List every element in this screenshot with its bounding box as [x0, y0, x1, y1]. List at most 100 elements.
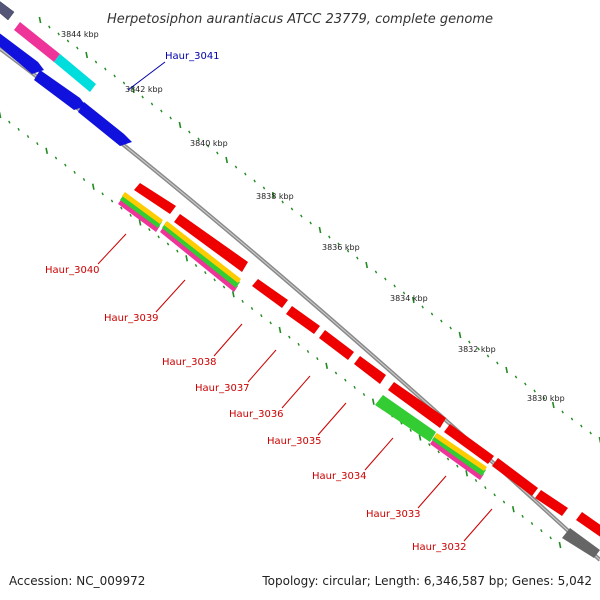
major-tick	[38, 16, 42, 24]
major-tick	[511, 506, 515, 513]
gene-arrow	[388, 382, 446, 428]
minor-tick	[306, 349, 310, 354]
gene-label[interactable]: Haur_3034	[312, 471, 367, 482]
major-tick	[178, 121, 182, 129]
minor-tick	[262, 186, 266, 190]
major-tick	[325, 362, 329, 369]
kbp-label: 3838 kbp	[256, 192, 294, 201]
minor-tick	[477, 347, 480, 351]
gene-arrow	[375, 395, 436, 442]
major-tick	[278, 326, 282, 334]
minor-tick	[337, 242, 340, 246]
minor-tick	[456, 464, 459, 468]
major-tick	[271, 191, 275, 199]
kbp-label: 3844 kbp	[61, 30, 99, 39]
gene-label[interactable]: Haur_3033	[366, 509, 421, 520]
major-tick	[465, 470, 469, 477]
gene-label[interactable]: Haur_3040	[45, 265, 100, 276]
map-title: Herpetosiphon aurantiacus ATCC 23779, co…	[107, 12, 493, 27]
gene-arrow	[34, 70, 86, 110]
minor-tick	[328, 235, 331, 239]
major-tick	[318, 226, 322, 234]
minor-tick	[66, 39, 70, 43]
major-tick	[131, 86, 135, 94]
gene-label[interactable]: Haur_3039	[104, 313, 159, 324]
gene-arrow	[319, 330, 354, 360]
minor-tick	[288, 335, 291, 339]
gene-arrow	[0, 1, 15, 21]
gene-arrow	[492, 458, 538, 496]
minor-tick	[26, 134, 30, 139]
major-tick	[45, 147, 49, 154]
major-tick	[185, 255, 189, 262]
minor-tick	[570, 417, 574, 421]
kbp-label: 3834 kbp	[390, 294, 428, 303]
minor-tick	[250, 306, 254, 311]
minor-tick	[334, 371, 338, 375]
gene-arrow	[174, 214, 248, 272]
minor-tick	[514, 375, 518, 379]
minor-tick	[129, 213, 132, 217]
minor-tick	[300, 214, 303, 218]
kbp-label: 3836 kbp	[322, 243, 360, 252]
minor-tick	[160, 109, 163, 113]
gene-label[interactable]: Haur_3041	[165, 51, 220, 62]
minor-tick	[253, 179, 256, 183]
minor-tick	[356, 256, 359, 260]
minor-tick	[524, 382, 527, 386]
minor-tick	[486, 354, 490, 358]
gene-arrow	[0, 33, 44, 74]
kbp-label: 3830 kbp	[527, 394, 565, 403]
minor-tick	[430, 312, 434, 316]
minor-tick	[150, 102, 154, 106]
major-tick	[365, 261, 369, 269]
minor-tick	[496, 361, 499, 365]
minor-tick	[589, 431, 592, 435]
minor-tick	[157, 235, 160, 239]
minor-tick	[36, 142, 39, 146]
repeat-region	[434, 433, 487, 471]
minor-tick	[362, 392, 366, 397]
minor-tick	[113, 74, 116, 78]
minor-tick	[530, 521, 534, 526]
major-tick	[371, 398, 375, 405]
minor-tick	[64, 163, 67, 167]
major-tick	[225, 156, 229, 164]
gene-label[interactable]: Haur_3035	[267, 436, 322, 447]
minor-tick	[101, 192, 104, 196]
forward-features	[0, 1, 132, 146]
repeat-region	[430, 438, 484, 480]
minor-tick	[241, 299, 244, 303]
gene-arrow	[134, 183, 176, 214]
gene-label[interactable]: Haur_3038	[162, 357, 217, 368]
gene-arrow	[535, 490, 568, 516]
gene-label[interactable]: Haur_3036	[229, 409, 284, 420]
minor-tick	[197, 137, 200, 141]
minor-tick	[580, 424, 583, 428]
minor-tick	[281, 200, 284, 204]
kbp-labels: 3844 kbp 3842 kbp 3840 kbp 3838 kbp 3836…	[61, 30, 565, 403]
minor-tick	[474, 478, 478, 483]
repeat-region	[118, 198, 160, 232]
major-tick	[411, 296, 415, 304]
minor-tick	[120, 206, 123, 210]
minor-tick	[290, 207, 294, 211]
minor-tick	[110, 199, 114, 203]
minor-tick	[169, 116, 172, 120]
gene-labels: Haur_3041 Haur_3040 Haur_3039 Haur_3038 …	[45, 51, 467, 553]
minor-tick	[428, 443, 431, 447]
minor-tick	[540, 529, 543, 533]
gene-label[interactable]: Haur_3037	[195, 383, 250, 394]
accession-text: Accession: NC_009972	[9, 574, 145, 588]
minor-tick	[409, 428, 412, 432]
gene-arrow	[576, 512, 600, 537]
minor-tick	[374, 270, 378, 274]
major-tick	[505, 366, 509, 374]
minor-tick	[54, 156, 58, 160]
minor-tick	[542, 396, 546, 400]
gene-label[interactable]: Haur_3032	[412, 542, 467, 553]
minor-tick	[344, 378, 347, 382]
major-tick	[91, 183, 95, 190]
major-tick	[458, 331, 462, 339]
major-tick	[0, 111, 2, 119]
